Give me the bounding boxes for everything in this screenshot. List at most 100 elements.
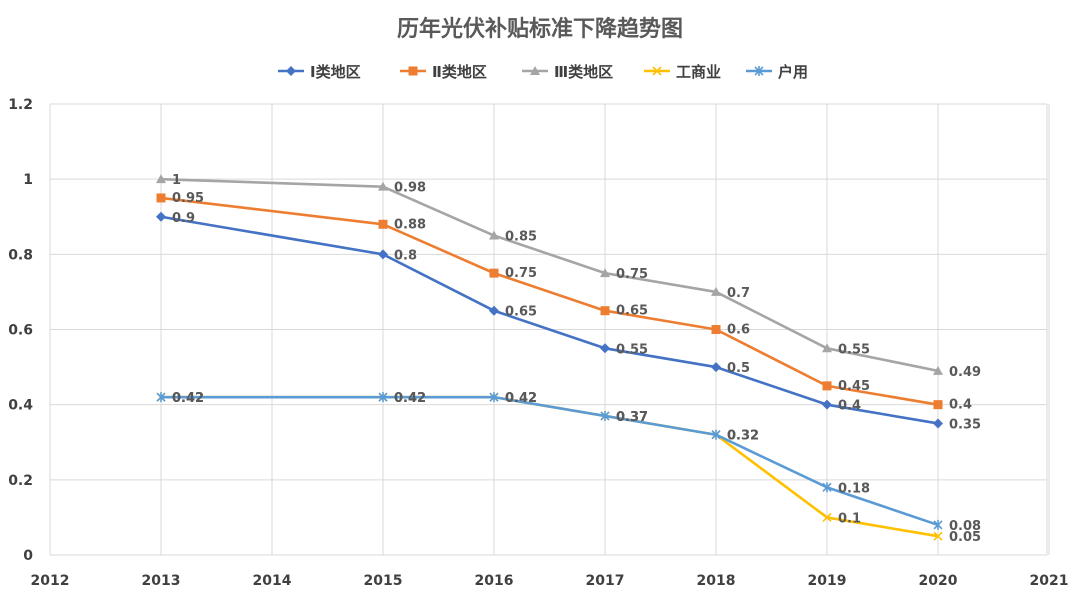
legend-item: 户用 (746, 63, 808, 81)
data-point-marker (652, 66, 662, 76)
series-2-labels: 0.95 0.88 0.75 0.65 0.6 0.45 0.4 (172, 191, 972, 413)
x-tick-label: 2015 (364, 573, 403, 589)
data-point-marker (822, 381, 832, 391)
data-label: 0.75 (505, 266, 537, 281)
data-label: 0.49 (949, 365, 981, 380)
data-label: 0.32 (727, 429, 759, 444)
x-tick-label: 2014 (253, 573, 292, 589)
series-line (161, 395, 939, 538)
x-tick-label: 2019 (808, 573, 847, 589)
series-2 (156, 193, 943, 410)
data-label: 0.42 (394, 391, 426, 406)
data-label: 0.4 (949, 398, 972, 413)
data-point-marker (489, 305, 499, 316)
legend-label: Ⅱ类地区 (432, 63, 487, 81)
series-5 (156, 392, 943, 530)
data-label: 0.42 (505, 391, 537, 406)
x-tick-label: 2016 (475, 573, 514, 589)
data-point-marker (378, 181, 388, 191)
data-point-marker (933, 365, 943, 375)
data-point-marker (933, 531, 943, 541)
y-tick-label: 0.2 (8, 473, 33, 489)
legend-item: Ⅱ类地区 (400, 63, 487, 81)
legend-item: Ⅰ类地区 (278, 63, 361, 81)
data-point-marker (600, 268, 610, 278)
data-point-marker (286, 66, 296, 76)
x-tick-label: 2017 (586, 573, 625, 589)
axis-ticks: 0 0.2 0.4 0.6 0.8 1 1.2 2012 2013 2014 2015 2016 201… (8, 97, 1068, 589)
legend-label: Ⅲ类地区 (554, 63, 613, 81)
data-label: 0.18 (838, 481, 870, 496)
data-point-marker (754, 66, 764, 76)
legend-item: Ⅲ类地区 (522, 63, 613, 81)
data-label: 0.9 (172, 211, 195, 226)
y-tick-label: 1.2 (8, 97, 33, 113)
series-line (160, 177, 939, 373)
y-tick-label: 1 (23, 172, 33, 188)
data-point-marker (489, 392, 499, 403)
data-label: 0.1 (838, 511, 861, 526)
series-line (160, 196, 939, 406)
data-label: 0.42 (394, 391, 426, 406)
data-label: 0.55 (838, 342, 870, 357)
data-point-marker (378, 392, 388, 403)
data-label: 0.7 (727, 286, 750, 301)
data-label: 0.8 (394, 248, 417, 263)
x-tick-label: 2021 (1030, 573, 1069, 589)
legend-label: 户用 (778, 63, 808, 81)
series-line (161, 395, 939, 527)
data-label: 0.05 (949, 530, 981, 545)
data-point-marker (156, 174, 166, 184)
legend: Ⅰ类地区 Ⅱ类地区 Ⅲ类地区 工商业 户用 (278, 63, 808, 81)
series-1-labels: 0.9 0.8 0.65 0.55 0.5 0.4 0.35 (172, 211, 981, 433)
data-label: 0.42 (505, 391, 537, 406)
data-label: 1 (172, 173, 181, 188)
data-label: 0.95 (172, 191, 204, 206)
data-point-marker (933, 400, 943, 410)
data-point-marker (822, 512, 832, 522)
data-point-marker (378, 249, 388, 260)
series-line (160, 215, 939, 425)
data-label: 0.65 (616, 304, 648, 319)
legend-label: 工商业 (676, 63, 721, 81)
data-point-marker (711, 325, 721, 334)
data-label: 0.65 (505, 305, 537, 320)
data-point-marker (489, 230, 499, 240)
data-label: 0.37 (616, 410, 648, 425)
data-label: 0.08 (949, 519, 981, 534)
data-point-marker (711, 286, 721, 296)
data-point-marker (711, 429, 721, 440)
data-label: 0.42 (172, 391, 204, 406)
y-tick-label: 0.8 (8, 247, 33, 263)
x-tick-label: 2018 (697, 573, 736, 589)
legend-item: 工商业 (644, 63, 721, 81)
series-4-labels: 0.42 0.42 0.42 0.37 0.32 0.1 0.05 (172, 391, 981, 545)
data-label: 0.45 (838, 379, 870, 394)
series-group: 0.9 0.8 0.65 0.55 0.5 0.4 0.35 0.95 0.88 0.75 0.65… (156, 173, 981, 545)
data-point-marker (378, 219, 388, 229)
data-label: 0.37 (616, 410, 648, 425)
data-point-marker (600, 343, 610, 354)
data-label: 0.98 (394, 181, 426, 196)
data-point-marker (156, 392, 166, 403)
data-label: 0.35 (949, 417, 981, 432)
data-label: 0.6 (727, 323, 750, 338)
y-tick-label: 0 (23, 548, 33, 564)
data-point-marker (156, 193, 166, 203)
legend-label: Ⅰ类地区 (310, 63, 361, 81)
data-point-marker (530, 66, 540, 75)
data-point-marker (408, 66, 418, 76)
data-point-marker (933, 418, 943, 429)
x-tick-label: 2020 (919, 573, 958, 589)
chart-title: 历年光伏补贴标准下降趋势图 (397, 16, 683, 42)
data-label: 0.5 (727, 361, 750, 376)
data-point-marker (822, 399, 832, 410)
series-4 (156, 392, 943, 541)
data-point-marker (600, 410, 610, 421)
data-label: 0.75 (616, 267, 648, 282)
data-label: 0.32 (727, 429, 759, 444)
y-tick-label: 0.4 (8, 398, 33, 414)
data-label: 0.88 (394, 217, 426, 232)
x-tick-label: 2013 (142, 573, 181, 589)
